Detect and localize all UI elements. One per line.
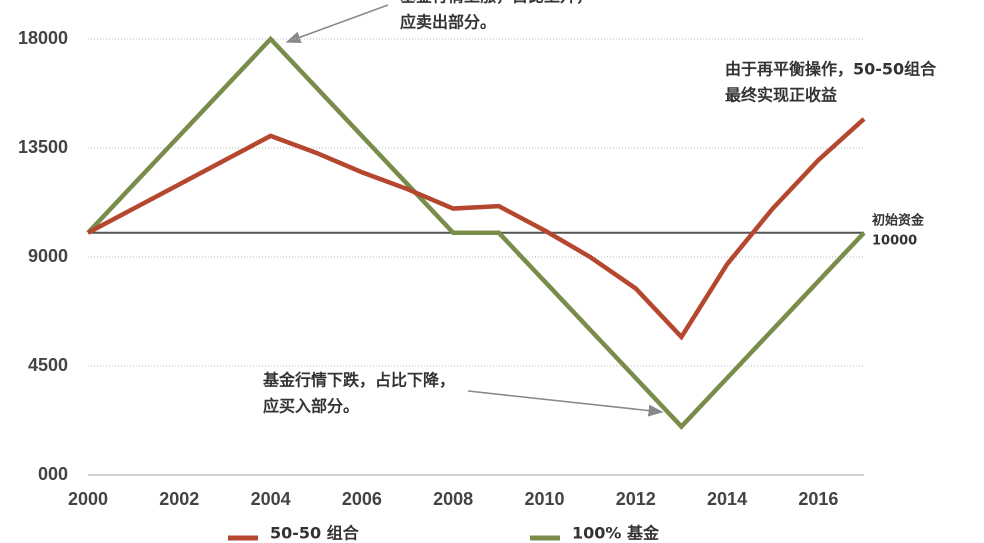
x-tick-label: 2004: [251, 489, 291, 509]
baseline-label: 初始资金: [872, 212, 925, 228]
x-tick-label: 2006: [342, 489, 382, 509]
legend-label: 50-50 组合: [270, 524, 360, 543]
x-tick-label: 2010: [524, 489, 564, 509]
baseline-value: 10000: [872, 233, 917, 248]
annotation: 基金行情上涨，占比上升，: [399, 0, 592, 6]
y-tick-label: 4500: [28, 355, 68, 375]
y-tick-label: 000: [38, 464, 68, 484]
x-tick-label: 2008: [433, 489, 473, 509]
annotation: 基金行情下跌，占比下降，: [262, 371, 455, 390]
y-tick-label: 13500: [18, 137, 68, 157]
annotation: 应买入部分。: [263, 397, 359, 416]
x-tick-label: 2000: [68, 489, 108, 509]
x-tick-label: 2016: [798, 489, 838, 509]
y-tick-label: 18000: [18, 28, 68, 48]
annotation-arrow: [467, 390, 664, 417]
series-line: [86, 117, 866, 341]
legend-label: 100% 基金: [572, 524, 660, 543]
y-tick-label: 9000: [28, 246, 68, 266]
x-tick-label: 2012: [616, 489, 656, 509]
annotation: 最终实现正收益: [725, 86, 837, 105]
annotation: 由于再平衡操作，50-50组合: [725, 60, 937, 79]
x-tick-label: 2002: [159, 489, 199, 509]
annotation: 应卖出部分。: [400, 13, 496, 32]
series-line: [86, 35, 866, 430]
annotation-arrow: [285, 4, 389, 43]
x-tick-label: 2014: [707, 489, 747, 509]
